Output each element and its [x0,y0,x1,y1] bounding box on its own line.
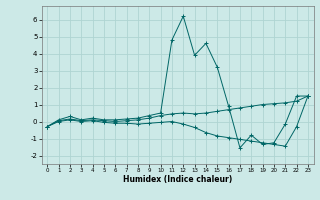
X-axis label: Humidex (Indice chaleur): Humidex (Indice chaleur) [123,175,232,184]
